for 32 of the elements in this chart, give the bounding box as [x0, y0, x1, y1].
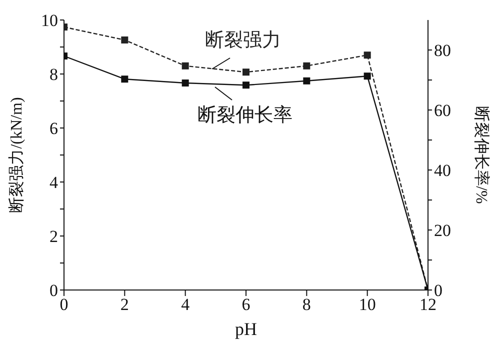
y-tick-label: 10 [41, 11, 58, 30]
y-tick-label: 4 [50, 173, 58, 192]
y2-tick-label: 20 [434, 221, 451, 240]
y2-tick-label: 40 [434, 161, 451, 180]
point [182, 62, 189, 70]
point [242, 68, 250, 76]
y-axis-title: 断裂强力/(kN/m) [8, 97, 26, 213]
x-tick-label: 10 [358, 295, 376, 314]
point [182, 80, 189, 86]
x-tick-label: 6 [242, 295, 250, 314]
y-tick-label: 6 [50, 119, 58, 138]
x-axis-title: pH [235, 319, 257, 339]
x-tick-label: 12 [420, 295, 436, 314]
point [121, 36, 128, 44]
legend-label: 断裂伸长率 [198, 104, 292, 128]
y-tick-label: 8 [50, 65, 58, 84]
y2-tick-label: 0 [434, 281, 442, 300]
point [121, 76, 128, 83]
point [364, 52, 371, 59]
x-tick-label: 8 [302, 295, 311, 314]
y2-tick-label: 80 [434, 41, 451, 60]
x-tick-label: 4 [181, 295, 190, 314]
y-tick-label: 2 [50, 227, 58, 246]
point [364, 72, 371, 80]
point [303, 77, 310, 84]
point [242, 82, 250, 89]
point [303, 62, 310, 70]
y2-tick-label: 60 [434, 101, 451, 120]
y2-axis-title: 断裂伸长率/% [472, 106, 490, 204]
x-tick-label: 2 [120, 295, 129, 314]
series-label: 断裂强力 [205, 29, 281, 53]
y-tick-label: 0 [50, 281, 58, 300]
